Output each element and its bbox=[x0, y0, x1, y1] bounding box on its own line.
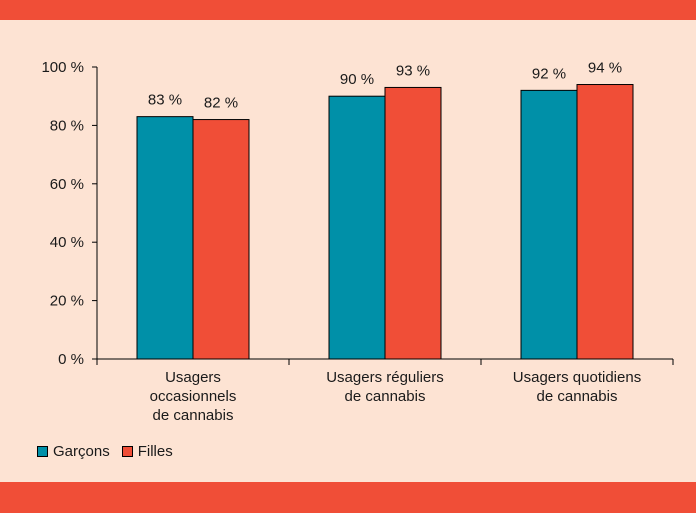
legend-swatch-garcons bbox=[37, 446, 48, 457]
legend-item-filles: Filles bbox=[121, 443, 173, 460]
top-band bbox=[0, 0, 696, 20]
data-label: 93 % bbox=[396, 62, 430, 79]
bar-filles bbox=[576, 84, 634, 360]
data-label: 94 % bbox=[588, 60, 622, 77]
category-label: Usagers réguliers bbox=[326, 369, 444, 386]
legend: Garçons Filles bbox=[37, 443, 185, 460]
bar-filles bbox=[192, 119, 250, 360]
bottom-band bbox=[0, 482, 696, 513]
y-tick-label: 60 % bbox=[50, 176, 84, 193]
bar-chart: 0 % 20 % 40 % 60 % 80 % 100 % 83 % 82 % Usagers o… bbox=[41, 59, 674, 424]
y-tick-label: 0 % bbox=[58, 351, 84, 368]
category-label: de cannabis bbox=[153, 407, 234, 424]
category-label: de cannabis bbox=[345, 388, 426, 405]
legend-label-filles: Filles bbox=[137, 443, 173, 460]
category-label: de cannabis bbox=[537, 388, 618, 405]
bar-garcons bbox=[520, 89, 578, 360]
legend-swatch-filles bbox=[121, 446, 133, 457]
category-label: Usagers bbox=[165, 369, 221, 386]
bar-filles bbox=[384, 86, 442, 360]
data-label: 82 % bbox=[204, 95, 238, 112]
category-label: Usagers quotidiens bbox=[513, 369, 641, 386]
y-tick-label: 40 % bbox=[50, 234, 84, 251]
data-label: 92 % bbox=[532, 65, 566, 82]
legend-label-garcons: Garçons bbox=[53, 443, 110, 460]
bar-garcons bbox=[328, 95, 386, 360]
data-label: 83 % bbox=[148, 92, 182, 109]
bar-garcons bbox=[136, 116, 194, 360]
y-tick-label: 100 % bbox=[41, 59, 84, 76]
y-tick-label: 20 % bbox=[50, 293, 84, 310]
legend-item-garcons: Garçons bbox=[37, 443, 110, 460]
category-label: occasionnels bbox=[150, 388, 237, 405]
y-tick-label: 80 % bbox=[50, 117, 84, 134]
data-label: 90 % bbox=[340, 71, 374, 88]
